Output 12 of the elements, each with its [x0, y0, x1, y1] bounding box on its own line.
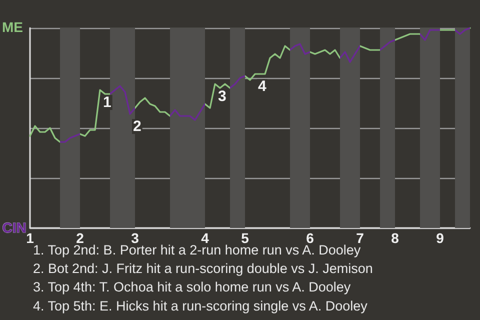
x-tick-label: 8 — [391, 230, 400, 246]
text: 3. Top 4th: T. Ochoa hit a solo home run vs A. Dooley — [33, 280, 351, 295]
x-tick-label: 9 — [436, 230, 444, 246]
annotation: 1 — [103, 94, 112, 111]
text: 2. Bot 2nd: J. Fritz hit a run-scoring double vs J. Jemison — [33, 261, 373, 276]
x-tick-label: 1 — [26, 230, 34, 246]
annotation: 3 — [218, 88, 226, 105]
annotation: 2 — [133, 118, 142, 135]
annotation: 4 — [258, 78, 267, 95]
text: CIN — [2, 219, 26, 236]
text: 4. Top 5th: E. Hicks hit a run-scoring single vs A. Dooley — [33, 298, 368, 314]
text: ME — [2, 19, 23, 35]
